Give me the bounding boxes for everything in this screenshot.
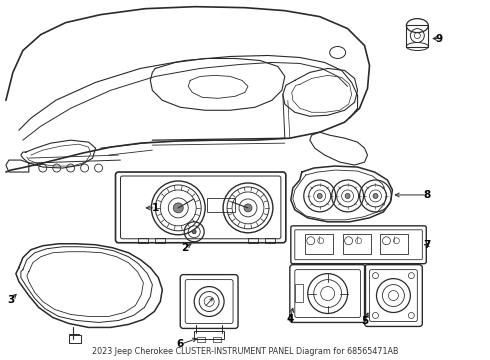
Text: 2: 2 bbox=[182, 243, 189, 253]
Circle shape bbox=[192, 230, 196, 234]
Bar bbox=[138, 238, 148, 243]
Text: 6: 6 bbox=[176, 339, 184, 349]
Circle shape bbox=[173, 203, 183, 213]
Bar bbox=[213, 337, 221, 342]
Text: 7: 7 bbox=[424, 240, 431, 250]
Bar bbox=[295, 284, 303, 302]
Bar bbox=[265, 238, 275, 243]
Circle shape bbox=[345, 193, 350, 198]
Bar bbox=[69, 336, 81, 343]
Text: 2023 Jeep Cherokee CLUSTER-INSTRUMENT PANEL Diagram for 68565471AB: 2023 Jeep Cherokee CLUSTER-INSTRUMENT PA… bbox=[92, 347, 398, 356]
Circle shape bbox=[244, 204, 252, 212]
Bar bbox=[194, 332, 224, 339]
Text: 9: 9 bbox=[436, 33, 443, 44]
Bar bbox=[406, 24, 428, 46]
Text: 3: 3 bbox=[7, 294, 15, 305]
Text: 4: 4 bbox=[286, 314, 294, 324]
Bar bbox=[380, 234, 408, 254]
Bar bbox=[343, 234, 370, 254]
Bar bbox=[207, 198, 235, 212]
Circle shape bbox=[373, 193, 378, 198]
Text: 8: 8 bbox=[424, 190, 431, 200]
Text: 5: 5 bbox=[361, 316, 368, 327]
Circle shape bbox=[317, 193, 322, 198]
Bar bbox=[248, 238, 258, 243]
Bar bbox=[305, 234, 333, 254]
Bar bbox=[197, 337, 205, 342]
Bar bbox=[155, 238, 165, 243]
Text: 1: 1 bbox=[152, 203, 159, 213]
